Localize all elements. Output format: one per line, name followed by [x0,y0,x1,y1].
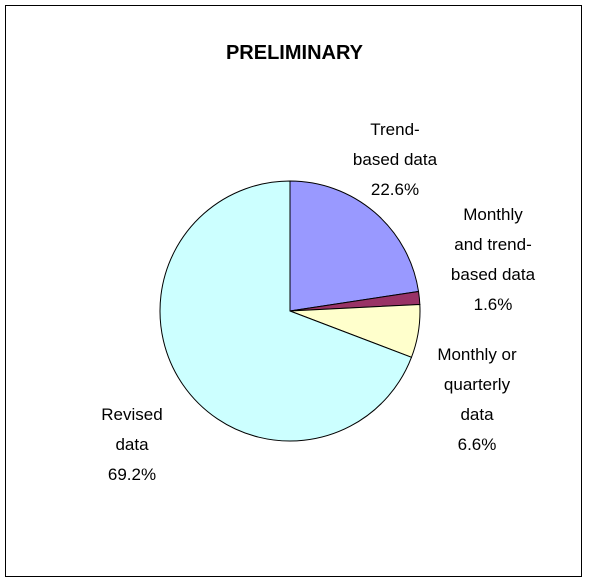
value-label: 1.6% [473,295,513,314]
value-label: 69.2% [107,465,157,484]
pie-slice [159,180,413,442]
slice-label: Trend-based data 22.6% [350,115,440,205]
category-label: Monthly and trend-based data [450,205,536,284]
category-label: Revised data [101,405,163,454]
slice-label: Monthly or quarterly data 6.6% [433,340,521,460]
category-label: Trend-based data [352,120,438,169]
category-label: Monthly or quarterly data [437,345,517,424]
pie-slice [289,180,420,312]
chart-frame [5,5,582,577]
value-label: 22.6% [370,180,420,199]
slice-label: Revised data 69.2% [92,400,172,490]
value-label: 6.6% [457,435,497,454]
chart-title: PRELIMINARY [225,42,364,64]
slice-label: Monthly and trend-based data 1.6% [449,200,537,320]
